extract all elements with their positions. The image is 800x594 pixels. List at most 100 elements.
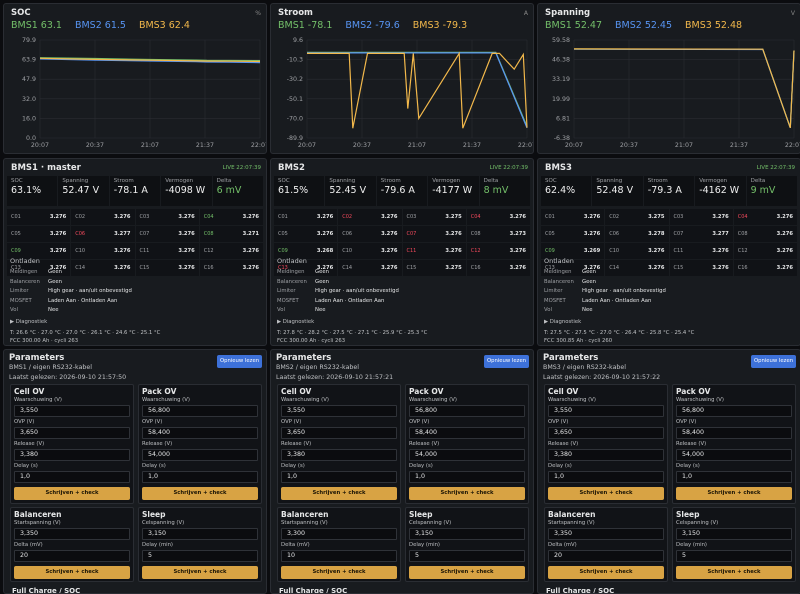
field-label: Delay (s) [142,463,166,469]
startsp-input[interactable]: 3,300 [281,528,397,540]
ovp-input[interactable]: 3,650 [548,427,664,439]
chart-legend: BMS1 -78.1 BMS2 -79.6 BMS3 -79.3 [278,20,480,31]
reread-button[interactable]: Opnieuw lezen [751,355,796,368]
startsp-input[interactable]: 3,350 [548,528,664,540]
warn-input[interactable]: 3,550 [548,405,664,417]
cell-name: C07 [673,231,684,237]
write-check-button[interactable]: Schrijven + check [142,487,258,500]
ovp-input[interactable]: 3,650 [281,427,397,439]
delay-input[interactable]: 1,0 [142,471,258,483]
ovp-input[interactable]: 58,400 [409,427,525,439]
write-check-button[interactable]: Schrijven + check [548,566,664,579]
rel-input[interactable]: 54,000 [676,449,792,461]
cell-name: C10 [342,248,353,254]
cell-name: C06 [75,231,86,237]
write-check-button[interactable]: Schrijven + check [281,487,397,500]
warn-input[interactable]: 3,550 [281,405,397,417]
delaymin-input[interactable]: 5 [676,550,792,562]
delay-input[interactable]: 1,0 [14,471,130,483]
diagnostics-toggle[interactable]: ▶ Diagnostiek [544,319,582,325]
rel-input[interactable]: 3,380 [14,449,130,461]
chart-panel-spanning[interactable]: Spanning V BMS1 52.47 BMS2 52.45 BMS3 52.48 5… [537,3,800,154]
delay-input[interactable]: 1,0 [548,471,664,483]
write-check-button[interactable]: Schrijven + check [142,566,258,579]
reread-button[interactable]: Opnieuw lezen [217,355,262,368]
cell-voltage: C05 3.276 [7,226,71,242]
cell-voltage: C08 3.271 [199,226,263,242]
pack-ov-box: Pack OV Waarschuwing (V) 56,800 OVP (V) 58,4… [405,384,529,504]
write-check-button[interactable]: Schrijven + check [409,566,525,579]
cell-voltage: C07 3.276 [402,226,466,242]
rel-input[interactable]: 3,380 [548,449,664,461]
cell-name: C05 [278,231,288,237]
celsp-input[interactable]: 3,150 [676,528,792,540]
status-row: Balanceren Geen [277,279,529,288]
warn-input[interactable]: 56,800 [142,405,258,417]
write-check-button[interactable]: Schrijven + check [281,566,397,579]
delaymin-input[interactable]: 5 [142,550,258,562]
delta-input[interactable]: 10 [281,550,397,562]
write-check-button[interactable]: Schrijven + check [676,566,792,579]
stat-value: 63.1% [11,185,42,196]
write-check-button[interactable]: Schrijven + check [548,487,664,500]
status-key: Limiter [10,288,29,295]
rel-input[interactable]: 3,380 [281,449,397,461]
legend-item[interactable]: BMS1 52.47 [545,20,603,31]
ovp-input[interactable]: 58,400 [142,427,258,439]
diagnostics-toggle[interactable]: ▶ Diagnostiek [10,319,48,325]
parameters-panel-2: Parameters BMS2 / eigen RS232-kabel Laatst… [270,349,534,594]
legend-item[interactable]: BMS2 61.5 [74,20,126,31]
write-check-button[interactable]: Schrijven + check [409,487,525,500]
cell-name: C16 [470,265,481,271]
stat-label: Spanning [62,178,89,184]
write-check-button[interactable]: Schrijven + check [676,487,792,500]
legend-item[interactable]: BMS1 -78.1 [278,20,333,31]
celsp-input[interactable]: 3,150 [409,528,525,540]
delay-input[interactable]: 1,0 [281,471,397,483]
reread-button[interactable]: Opnieuw lezen [484,355,529,368]
legend-item[interactable]: BMS1 63.1 [11,20,62,31]
diagnostics-toggle[interactable]: ▶ Diagnostiek [277,319,315,325]
cell-name: C13 [278,265,288,271]
legend-item[interactable]: BMS3 62.4 [138,20,190,31]
field-label: Release (V) [676,441,707,447]
delay-input[interactable]: 1,0 [676,471,792,483]
startsp-input[interactable]: 3,350 [14,528,130,540]
write-check-button[interactable]: Schrijven + check [14,487,130,500]
balance-box: Balanceren Startspanning (V) 3,300 Delta (m… [277,507,401,582]
field-label: Release (V) [14,441,45,447]
stat-value: 8 mV [483,185,509,196]
legend-item[interactable]: BMS3 52.48 [685,20,743,31]
legend-item[interactable]: BMS2 -79.6 [345,20,400,31]
write-check-button[interactable]: Schrijven + check [14,566,130,579]
ovp-input[interactable]: 3,650 [14,427,130,439]
delta-input[interactable]: 20 [14,550,130,562]
legend-item[interactable]: BMS2 52.45 [615,20,673,31]
cell-value: 3.276 [114,265,131,271]
warn-input[interactable]: 3,550 [14,405,130,417]
chart-unit: % [255,10,261,17]
chart-panel-soc[interactable]: SOC% BMS1 63.1 BMS2 61.5 BMS3 62.4 79.9 63.9 4… [3,3,267,154]
cell-name: C16 [737,265,748,271]
status-key: Balanceren [277,278,307,285]
rel-input[interactable]: 54,000 [142,449,258,461]
status-key: Limiter [544,288,563,295]
warn-input[interactable]: 56,800 [409,405,525,417]
status-row: Balanceren Geen [544,279,796,288]
celsp-input[interactable]: 3,150 [142,528,258,540]
legend-item[interactable]: BMS3 -79.3 [412,20,468,31]
ovp-input[interactable]: 58,400 [676,427,792,439]
delay-input[interactable]: 1,0 [409,471,525,483]
cell-value: 3.277 [712,231,729,237]
chart-panel-stroom[interactable]: Stroom A BMS1 -78.1 BMS2 -79.6 BMS3 -79.3 9.6… [270,3,534,154]
cell-value: 3.276 [178,265,195,271]
field-label: Waarschuwing (V) [281,397,329,403]
rel-input[interactable]: 54,000 [409,449,525,461]
series-line-bms1 [39,57,261,62]
delta-input[interactable]: 20 [548,550,664,562]
cell-value: 3.276 [114,214,131,220]
delaymin-input[interactable]: 5 [409,550,525,562]
status-row: Meldingen Geen [277,269,529,278]
x-tick-label: 21:37 [730,142,748,149]
warn-input[interactable]: 56,800 [676,405,792,417]
